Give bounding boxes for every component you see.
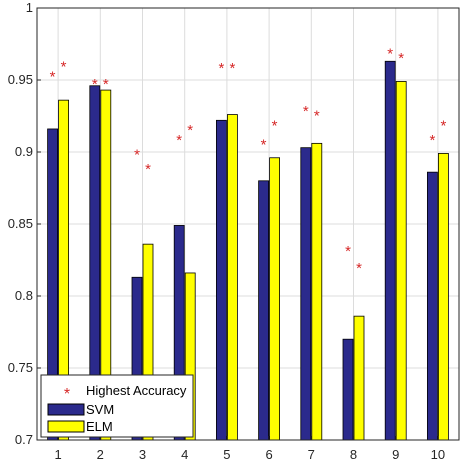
legend-swatch-elm bbox=[47, 420, 85, 433]
bar-svm-8 bbox=[342, 338, 354, 441]
legend-swatch-svm bbox=[47, 403, 85, 416]
legend: * Highest Accuracy SVM ELM bbox=[40, 374, 194, 438]
highest-accuracy-marker-elm-7: * bbox=[314, 108, 320, 125]
x-tick-label: 6 bbox=[265, 447, 272, 462]
y-axis: 0.7 0.75 0.8 0.85 0.9 0.95 1 bbox=[8, 0, 41, 447]
bar-elm-9 bbox=[395, 81, 407, 441]
bar-elm-8 bbox=[353, 315, 365, 441]
bar-elm-6 bbox=[269, 157, 281, 441]
legend-label-highest-accuracy: Highest Accuracy bbox=[86, 383, 187, 398]
highest-accuracy-marker-svm-10: * bbox=[429, 132, 435, 149]
bar-svm-5 bbox=[215, 119, 227, 441]
highest-accuracy-marker-elm-10: * bbox=[440, 118, 446, 135]
highest-accuracy-marker-svm-1: * bbox=[50, 69, 56, 86]
y-tick-label: 0.8 bbox=[15, 288, 33, 303]
y-tick-label: 0.85 bbox=[8, 216, 33, 231]
bar-elm-10 bbox=[437, 153, 449, 441]
highest-accuracy-marker-svm-6: * bbox=[261, 136, 267, 153]
highest-accuracy-marker-svm-4: * bbox=[176, 132, 182, 149]
highest-accuracy-marker-elm-3: * bbox=[145, 161, 151, 178]
x-tick-label: 10 bbox=[431, 447, 445, 462]
x-tick-label: 2 bbox=[97, 447, 104, 462]
y-tick-label: 0.75 bbox=[8, 360, 33, 375]
highest-accuracy-marker-elm-8: * bbox=[356, 260, 362, 277]
legend-marker-icon: * bbox=[64, 386, 70, 403]
y-tick-label: 0.7 bbox=[15, 432, 33, 447]
y-tick-label: 1 bbox=[26, 0, 33, 15]
x-tick-label: 5 bbox=[223, 447, 230, 462]
highest-accuracy-marker-svm-9: * bbox=[387, 46, 393, 63]
highest-accuracy-marker-elm-5: * bbox=[229, 60, 235, 77]
highest-accuracy-marker-elm-4: * bbox=[187, 122, 193, 139]
highest-accuracy-marker-elm-9: * bbox=[398, 50, 404, 67]
bar-elm-5 bbox=[226, 114, 238, 441]
x-tick-label: 7 bbox=[308, 447, 315, 462]
x-tick-label: 4 bbox=[181, 447, 188, 462]
bar-elm-7 bbox=[311, 142, 323, 441]
y-tick-label: 0.9 bbox=[15, 144, 33, 159]
highest-accuracy-marker-elm-2: * bbox=[103, 76, 109, 93]
x-tick-label: 3 bbox=[139, 447, 146, 462]
y-tick-label: 0.95 bbox=[8, 72, 33, 87]
bar-svm-6 bbox=[258, 180, 270, 441]
highest-accuracy-marker-svm-5: * bbox=[218, 60, 224, 77]
highest-accuracy-marker-elm-6: * bbox=[272, 118, 278, 135]
bars bbox=[47, 60, 449, 441]
bar-svm-10 bbox=[426, 171, 438, 441]
bar-svm-7 bbox=[300, 147, 312, 441]
highest-accuracy-marker-svm-8: * bbox=[345, 243, 351, 260]
legend-label-svm: SVM bbox=[86, 402, 114, 417]
highest-accuracy-marker-svm-7: * bbox=[303, 103, 309, 120]
legend-label-elm: ELM bbox=[86, 419, 113, 434]
x-tick-label: 8 bbox=[350, 447, 357, 462]
highest-accuracy-marker-svm-3: * bbox=[134, 146, 140, 163]
bar-svm-9 bbox=[384, 60, 396, 441]
highest-accuracy-marker-elm-1: * bbox=[61, 59, 67, 76]
x-tick-label: 1 bbox=[54, 447, 61, 462]
highest-accuracy-marker-svm-2: * bbox=[92, 76, 98, 93]
highest-accuracy-markers: * * * * * * * * * * * * * * * * * * * * bbox=[50, 46, 447, 278]
x-axis: 1 2 3 4 5 6 7 8 9 10 bbox=[54, 436, 445, 462]
x-tick-label: 9 bbox=[392, 447, 399, 462]
